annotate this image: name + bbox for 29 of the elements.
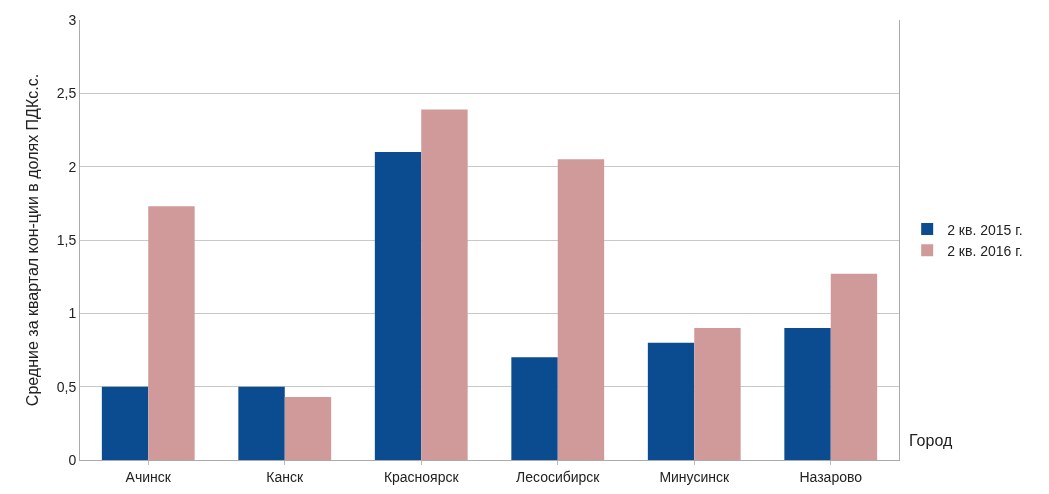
bar — [647, 342, 695, 460]
bar — [784, 328, 831, 460]
bar — [284, 396, 332, 460]
legend-label: 2 кв. 2016 г. — [947, 242, 1023, 259]
x-tick-label: Лесосибирск — [516, 468, 601, 485]
y-tick-label: 1,5 — [56, 231, 77, 248]
bar — [830, 273, 878, 460]
y-axis-title: Средние за квартал кон-ции в долях ПДКс.с. — [24, 73, 41, 407]
x-tick-label: Канск — [266, 468, 305, 485]
bar — [148, 206, 195, 460]
x-tick-label: Красноярск — [383, 468, 460, 485]
y-tick-label: 1 — [68, 305, 77, 322]
x-axis-title: Город — [909, 432, 953, 449]
bar — [421, 109, 468, 460]
y-tick-label: 0 — [68, 451, 77, 468]
y-tick-label: 3 — [68, 11, 77, 28]
y-tick-label: 0,5 — [56, 378, 77, 395]
legend-label: 2 кв. 2015 г. — [947, 221, 1023, 238]
y-tick-label: 2 — [68, 158, 77, 175]
bar — [511, 357, 558, 460]
x-tick-label: Назарово — [799, 468, 863, 485]
bar — [694, 328, 741, 460]
bar — [238, 386, 285, 460]
x-tick-label: Минусинск — [659, 468, 730, 485]
x-tick-label: Ачинск — [125, 468, 172, 485]
y-tick-label: 2,5 — [56, 85, 77, 102]
bar — [557, 159, 605, 460]
bar — [101, 386, 149, 460]
bar — [374, 152, 422, 460]
